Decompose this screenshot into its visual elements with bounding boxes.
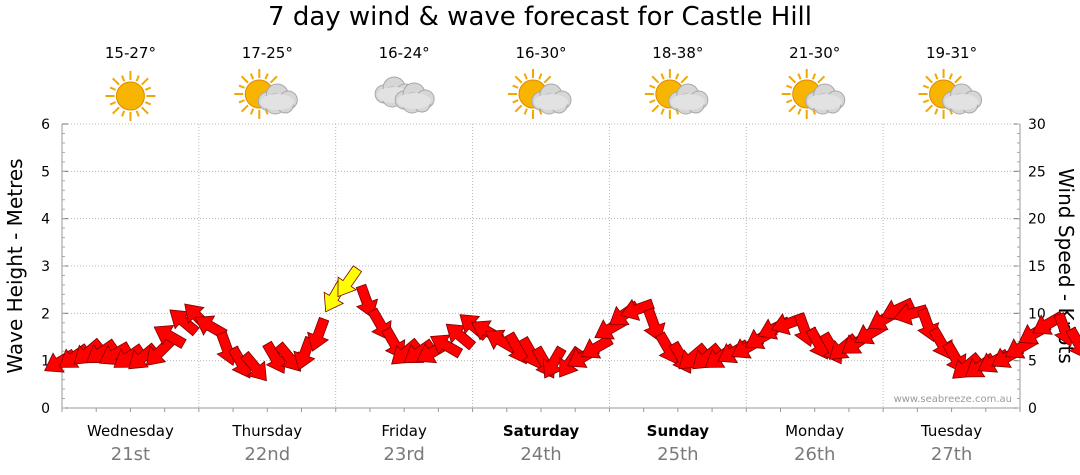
date-label: 26th <box>794 444 835 465</box>
wind-arrow <box>620 298 655 321</box>
day-label: Friday <box>381 422 427 440</box>
left-axis-title: Wave Height - Metres <box>3 158 27 373</box>
cloud-icon <box>257 83 298 115</box>
wind-arrow <box>337 265 363 298</box>
cloud-icon <box>805 83 846 115</box>
day-label: Tuesday <box>920 422 982 440</box>
temperature-range: 17-25° <box>242 44 293 62</box>
wind-arrow <box>307 316 330 352</box>
temperature-range: 19-31° <box>926 44 977 62</box>
temperature-range: 16-24° <box>379 44 430 62</box>
right-tick-label: 0 <box>1028 401 1037 417</box>
left-tick-label: 3 <box>41 259 50 275</box>
temperature-range: 21-30° <box>789 44 840 62</box>
day-label: Sunday <box>647 422 710 440</box>
right-tick-label: 5 <box>1028 354 1037 370</box>
cloud-icon <box>668 83 709 115</box>
right-tick-label: 20 <box>1028 212 1046 228</box>
day-label: Saturday <box>503 422 580 440</box>
chart-title: 7 day wind & wave forecast for Castle Hi… <box>268 2 812 32</box>
temperature-range: 16-30° <box>515 44 566 62</box>
watermark-text: www.seabreeze.com.au <box>894 394 1012 405</box>
left-tick-label: 1 <box>41 354 50 370</box>
cloud-icon <box>942 83 983 115</box>
date-label: 22nd <box>244 444 290 465</box>
cloud-icon <box>394 82 435 114</box>
wind-arrow <box>580 334 614 359</box>
wind-arrow <box>643 307 666 343</box>
right-tick-label: 30 <box>1028 117 1046 133</box>
right-tick-label: 15 <box>1028 259 1046 275</box>
date-label: 27th <box>931 444 972 465</box>
sun-icon <box>918 69 969 119</box>
wind-arrow <box>240 350 267 382</box>
left-tick-label: 2 <box>41 306 50 322</box>
date-label: 23rd <box>383 444 424 465</box>
day-label: Thursday <box>231 422 302 440</box>
left-tick-label: 5 <box>41 164 50 180</box>
sun-icon <box>105 71 156 121</box>
cloud-icon <box>531 83 572 115</box>
temperature-range: 15-27° <box>105 44 156 62</box>
wind-arrow <box>355 283 379 319</box>
wind-arrow <box>153 325 187 349</box>
day-label: Monday <box>785 422 844 440</box>
wind-arrow <box>1065 326 1080 360</box>
date-label: 24th <box>520 444 561 465</box>
date-label: 25th <box>657 444 698 465</box>
day-label: Wednesday <box>87 422 174 440</box>
left-tick-label: 4 <box>41 212 50 228</box>
temperature-range: 18-38° <box>652 44 703 62</box>
left-tick-label: 6 <box>41 117 50 133</box>
right-tick-label: 25 <box>1028 164 1046 180</box>
date-label: 21st <box>111 444 150 465</box>
left-tick-label: 0 <box>41 401 50 417</box>
